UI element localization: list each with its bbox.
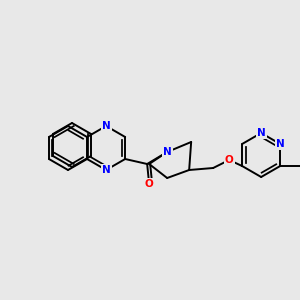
Text: N: N bbox=[163, 147, 172, 157]
Text: N: N bbox=[276, 139, 285, 149]
Text: N: N bbox=[102, 165, 110, 175]
Text: N: N bbox=[102, 121, 110, 131]
Text: O: O bbox=[225, 155, 233, 165]
Text: N: N bbox=[257, 128, 266, 138]
Text: O: O bbox=[145, 179, 154, 189]
